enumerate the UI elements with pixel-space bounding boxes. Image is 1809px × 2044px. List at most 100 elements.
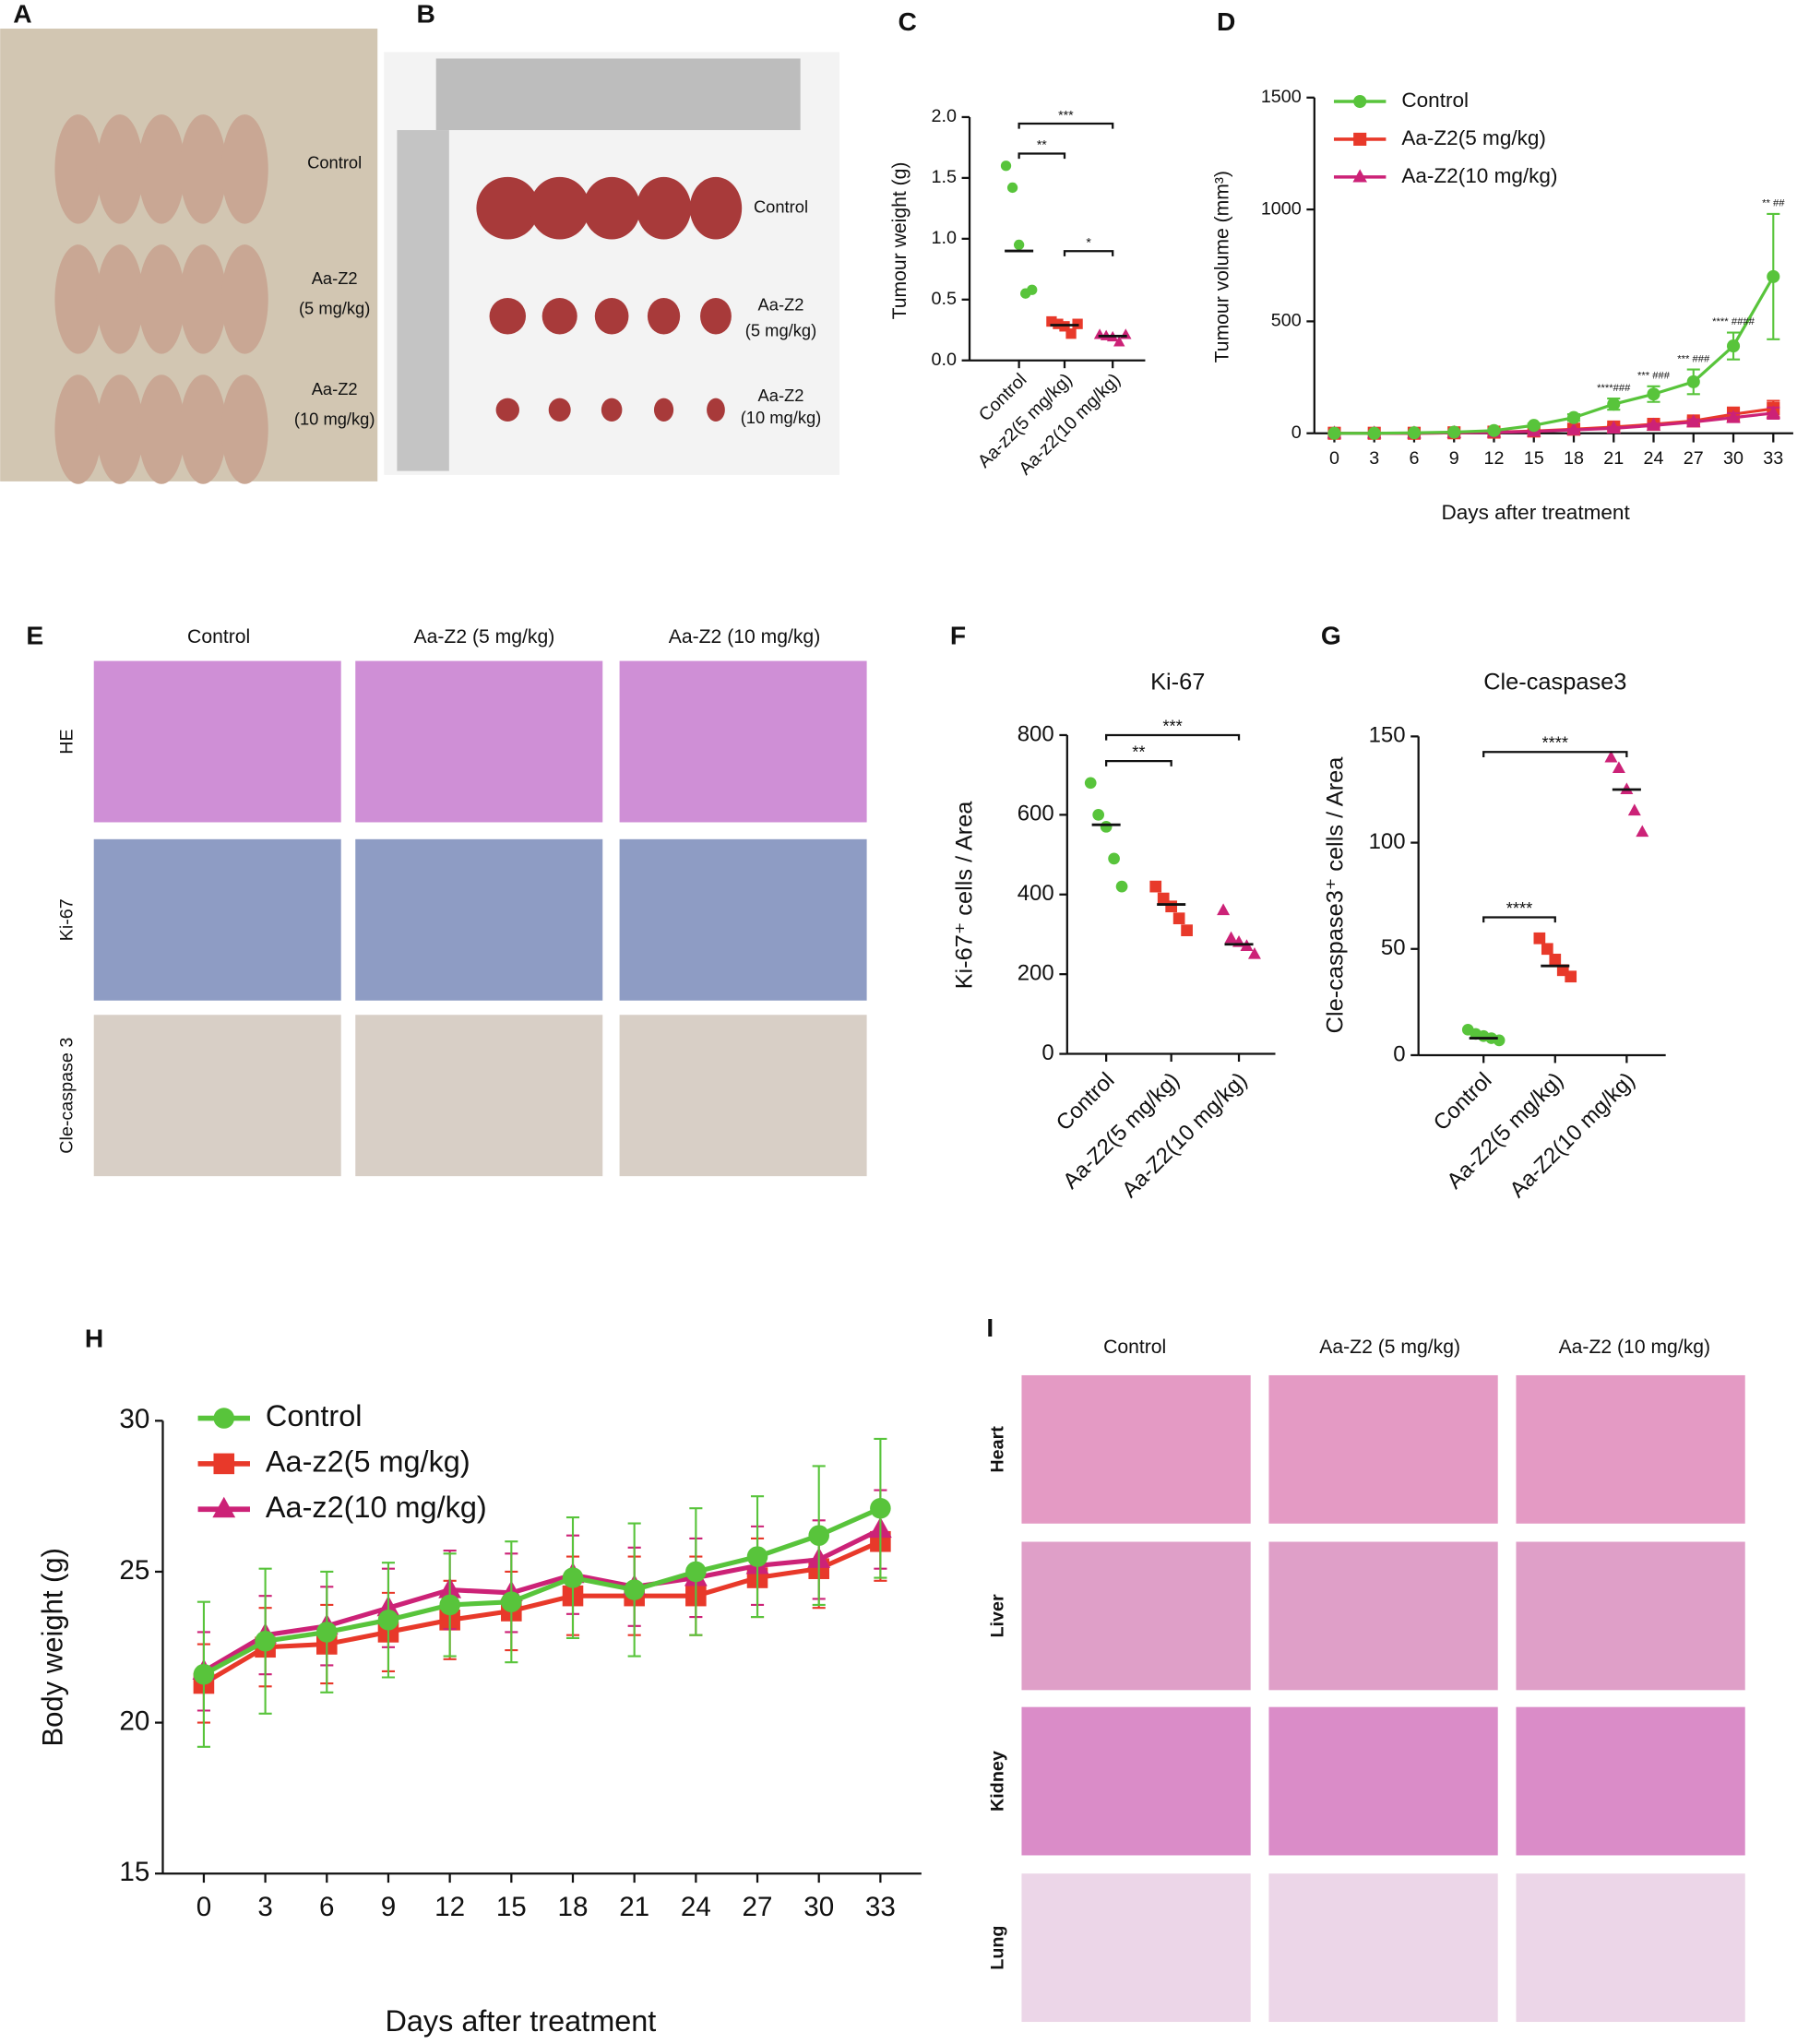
significance: **** bbox=[1506, 898, 1533, 918]
x-tick-label: Control bbox=[1429, 1068, 1497, 1136]
x-tick-label: 12 bbox=[1484, 448, 1505, 469]
marker bbox=[1065, 328, 1077, 339]
marker bbox=[316, 1622, 338, 1643]
significance: ** bbox=[1037, 137, 1047, 152]
row-label: (5 mg/kg) bbox=[299, 299, 370, 318]
marker bbox=[1606, 420, 1622, 434]
marker bbox=[1115, 880, 1128, 893]
row-label: (10 mg/kg) bbox=[294, 409, 375, 428]
bracket bbox=[1482, 916, 1556, 923]
panel-letter: D bbox=[1217, 6, 1235, 36]
panel-letter: G bbox=[1321, 621, 1341, 650]
micrograph bbox=[1268, 1706, 1498, 1856]
marker bbox=[1487, 423, 1501, 437]
marker bbox=[1027, 284, 1038, 295]
marker bbox=[1217, 903, 1231, 916]
y-axis-label: Tumour weight (g) bbox=[889, 162, 910, 320]
y-tick-label: 25 bbox=[119, 1555, 149, 1586]
x-tick-label: 30 bbox=[803, 1892, 834, 1922]
marker bbox=[1767, 269, 1780, 283]
tumour bbox=[700, 298, 732, 335]
marker bbox=[1407, 426, 1422, 440]
mouse bbox=[54, 374, 102, 484]
bracket bbox=[1482, 751, 1628, 757]
x-tick-label: 33 bbox=[865, 1892, 896, 1922]
y-tick-label: 1.5 bbox=[931, 167, 956, 187]
micrograph bbox=[355, 1015, 603, 1177]
series-line bbox=[202, 1505, 882, 1677]
marker bbox=[1566, 410, 1581, 424]
bracket bbox=[1018, 152, 1066, 160]
x-tick-label: 18 bbox=[558, 1892, 589, 1922]
marker bbox=[1565, 970, 1577, 983]
y-tick-label: 400 bbox=[1018, 881, 1054, 906]
row-label: Aa-Z2 bbox=[312, 268, 358, 288]
marker bbox=[1493, 1034, 1506, 1047]
chart-title: Cle-caspase3 bbox=[1483, 669, 1626, 695]
x-tick-label: 24 bbox=[1644, 448, 1664, 469]
marker bbox=[1726, 339, 1741, 353]
row-label: Control bbox=[754, 197, 808, 217]
marker bbox=[624, 1579, 645, 1600]
marker bbox=[1549, 953, 1562, 966]
bracket bbox=[1105, 760, 1172, 766]
y-tick-label: 0.0 bbox=[931, 350, 956, 370]
mouse bbox=[220, 374, 268, 484]
row-label: Kidney bbox=[987, 1751, 1007, 1812]
marker bbox=[1181, 924, 1193, 936]
marker bbox=[1627, 803, 1641, 816]
y-tick-label: 150 bbox=[1369, 723, 1406, 748]
legend-label: Aa-Z2(5 mg/kg) bbox=[1401, 126, 1546, 149]
marker bbox=[808, 1525, 829, 1546]
marker bbox=[1092, 809, 1105, 821]
column-label: Aa-Z2 (5 mg/kg) bbox=[414, 626, 555, 648]
significance: **** bbox=[1542, 733, 1569, 753]
micrograph bbox=[93, 660, 341, 823]
marker bbox=[1604, 750, 1618, 763]
marker bbox=[1113, 336, 1125, 347]
row-label: Liver bbox=[987, 1594, 1007, 1637]
column-label: Aa-Z2 (10 mg/kg) bbox=[669, 626, 820, 648]
marker bbox=[439, 1594, 460, 1616]
marker bbox=[1000, 160, 1012, 172]
x-tick-label: 6 bbox=[319, 1892, 334, 1922]
mouse bbox=[96, 244, 144, 354]
micrograph bbox=[1021, 1706, 1251, 1856]
y-axis-label: Ki-67⁺ cells / Area bbox=[951, 801, 977, 990]
row-label: HE bbox=[57, 729, 77, 754]
row-label: Aa-Z2 bbox=[312, 379, 358, 398]
annotation: ** ## bbox=[1762, 198, 1785, 209]
y-tick-label: 0 bbox=[1291, 422, 1302, 443]
tumour bbox=[548, 398, 571, 422]
row-label: Cle-caspase 3 bbox=[57, 1038, 77, 1154]
marker bbox=[377, 1610, 399, 1631]
micrograph bbox=[1268, 1541, 1498, 1691]
marker bbox=[1646, 417, 1661, 431]
marker bbox=[1353, 132, 1367, 146]
mouse bbox=[137, 244, 185, 354]
marker bbox=[1149, 880, 1162, 893]
row-label: Lung bbox=[987, 1926, 1007, 1970]
x-tick-label: 3 bbox=[1369, 448, 1379, 469]
y-axis-label: Cle-caspase3⁺ cells / Area bbox=[1323, 756, 1349, 1034]
x-tick-label: 9 bbox=[381, 1892, 396, 1922]
panel-letter: E bbox=[26, 621, 43, 650]
panel-letter: F bbox=[950, 621, 966, 650]
marker bbox=[212, 1496, 236, 1518]
panel-letter: C bbox=[898, 6, 916, 36]
x-axis-label: Days after treatment bbox=[1441, 501, 1630, 524]
panel-letter: A bbox=[13, 0, 31, 28]
x-tick-label: 18 bbox=[1564, 448, 1584, 469]
row-label: (5 mg/kg) bbox=[745, 321, 816, 340]
marker bbox=[1527, 419, 1541, 433]
x-tick-label: 24 bbox=[681, 1892, 711, 1922]
marker bbox=[1766, 405, 1781, 419]
marker bbox=[1367, 426, 1381, 440]
x-tick-label: 21 bbox=[619, 1892, 649, 1922]
x-tick-label: 33 bbox=[1763, 448, 1783, 469]
row-label: Ki-67 bbox=[57, 898, 77, 941]
marker bbox=[1013, 239, 1025, 251]
x-tick-label: 27 bbox=[743, 1892, 773, 1922]
